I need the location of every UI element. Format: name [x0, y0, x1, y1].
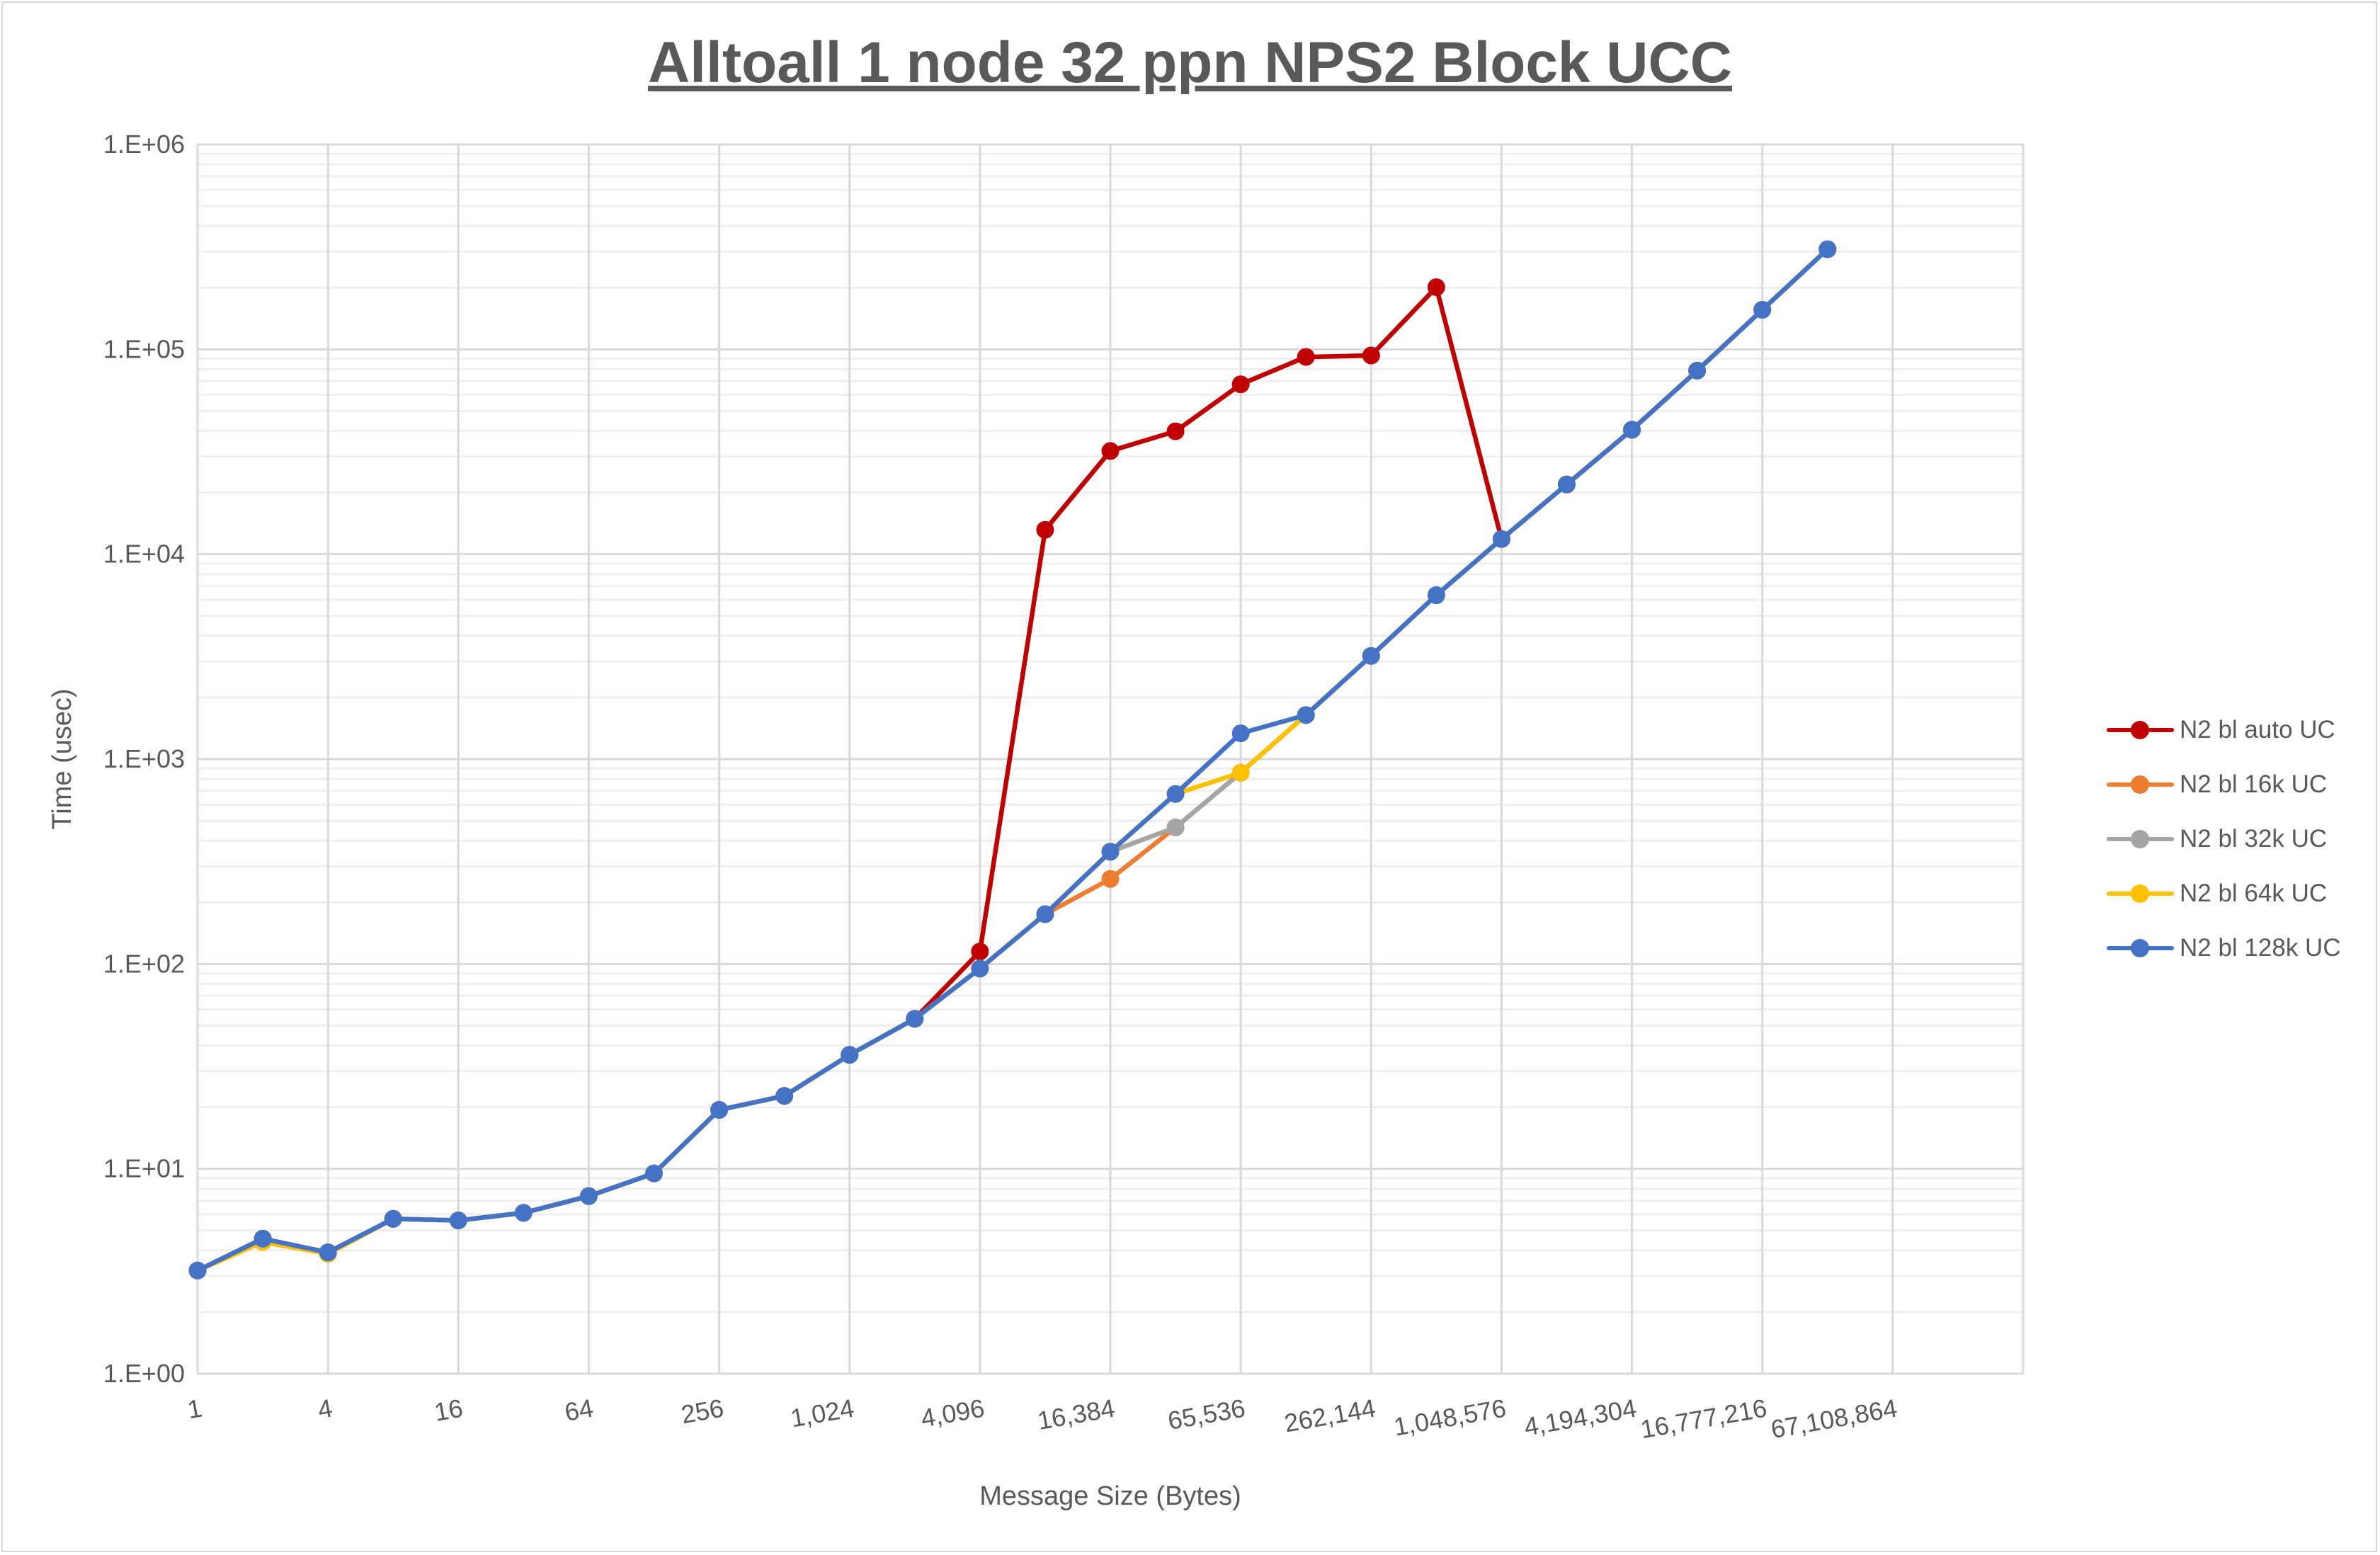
data-point-0: [1166, 422, 1185, 440]
data-point-4: [384, 1209, 402, 1228]
legend: N2 bl auto UC N2 bl 16k UC N2 bl 32k UC N2 …: [2107, 702, 2341, 975]
y-tick-label: 1.E+04: [103, 540, 185, 569]
legend-swatch: [2107, 775, 2174, 794]
data-point-4: [1036, 905, 1054, 923]
data-point-4: [1427, 586, 1445, 605]
data-point-1: [1101, 870, 1120, 888]
legend-item: N2 bl 64k UC: [2107, 866, 2341, 921]
data-point-0: [1297, 348, 1315, 366]
data-point-4: [1231, 724, 1250, 743]
x-tick-label: 4: [316, 1394, 335, 1425]
data-point-0: [1101, 442, 1120, 460]
data-point-4: [254, 1229, 272, 1248]
y-tick-label: 1.E+06: [103, 130, 185, 159]
y-tick-label: 1.E+01: [103, 1154, 185, 1183]
data-point-4: [1623, 421, 1641, 439]
x-tick-label: 1,048,576: [1391, 1394, 1508, 1442]
data-point-4: [1362, 647, 1380, 665]
y-tick-label: 1.E+02: [103, 949, 185, 978]
x-tick-label: 67,108,864: [1769, 1394, 1900, 1445]
x-tick-label: 1,024: [788, 1394, 856, 1433]
data-point-4: [188, 1261, 207, 1280]
x-tick-label: 64: [562, 1394, 596, 1427]
data-point-0: [1427, 278, 1445, 297]
data-point-2: [1166, 818, 1185, 836]
legend-item: N2 bl 32k UC: [2107, 811, 2341, 866]
x-tick-label: 65,536: [1166, 1394, 1248, 1435]
legend-label: N2 bl 64k UC: [2180, 879, 2328, 907]
data-point-4: [1688, 361, 1707, 380]
data-point-4: [514, 1204, 533, 1222]
x-tick-label: 4,096: [918, 1394, 986, 1433]
data-point-4: [1492, 530, 1510, 548]
legend-label: N2 bl 128k UC: [2180, 933, 2341, 962]
data-point-4: [1297, 706, 1315, 724]
x-tick-label: 1: [186, 1394, 205, 1425]
data-point-4: [971, 959, 989, 978]
data-point-4: [1753, 300, 1772, 319]
legend-swatch: [2107, 829, 2174, 848]
y-tick-label: 1.E+00: [103, 1359, 185, 1388]
data-point-0: [1362, 346, 1380, 365]
data-point-4: [1558, 475, 1576, 494]
data-point-0: [1036, 520, 1054, 539]
x-tick-label: 16: [432, 1394, 465, 1427]
data-point-4: [841, 1046, 859, 1064]
data-point-4: [579, 1187, 598, 1205]
x-axis-title: Message Size (Bytes): [979, 1481, 1241, 1511]
legend-swatch: [2107, 884, 2174, 903]
legend-label: N2 bl 16k UC: [2180, 770, 2328, 798]
data-point-4: [449, 1212, 467, 1230]
legend-label: N2 bl 32k UC: [2180, 824, 2328, 853]
data-point-3: [1231, 763, 1250, 782]
x-tick-label: 16,384: [1035, 1394, 1117, 1435]
y-tick-label: 1.E+03: [103, 744, 185, 773]
data-point-4: [1818, 240, 1837, 258]
series-line-4: [196, 247, 1829, 1273]
chart-title: Alltoall 1 node 32 ppn NPS2 Block UCC: [648, 30, 1732, 95]
data-point-4: [1101, 843, 1120, 861]
data-point-4: [906, 1010, 924, 1028]
data-point-0: [1231, 375, 1250, 394]
legend-label: N2 bl auto UC: [2180, 715, 2335, 744]
legend-swatch: [2107, 720, 2174, 739]
x-tick-label: 4,194,304: [1522, 1394, 1639, 1442]
data-point-4: [1166, 785, 1185, 803]
x-tick-label: 262,144: [1282, 1394, 1377, 1438]
y-axis-title: Time (usec): [47, 688, 77, 829]
legend-item: N2 bl auto UC: [2107, 702, 2341, 757]
data-point-4: [775, 1087, 794, 1105]
legend-item: N2 bl 128k UC: [2107, 921, 2341, 975]
data-point-4: [645, 1164, 663, 1183]
x-tick-label: 256: [679, 1394, 726, 1430]
legend-swatch: [2107, 938, 2174, 957]
legend-item: N2 bl 16k UC: [2107, 757, 2341, 811]
data-point-4: [319, 1243, 337, 1262]
data-point-0: [971, 942, 989, 961]
data-point-4: [710, 1100, 729, 1119]
y-tick-label: 1.E+05: [103, 334, 185, 363]
x-tick-label: 16,777,216: [1639, 1394, 1770, 1445]
